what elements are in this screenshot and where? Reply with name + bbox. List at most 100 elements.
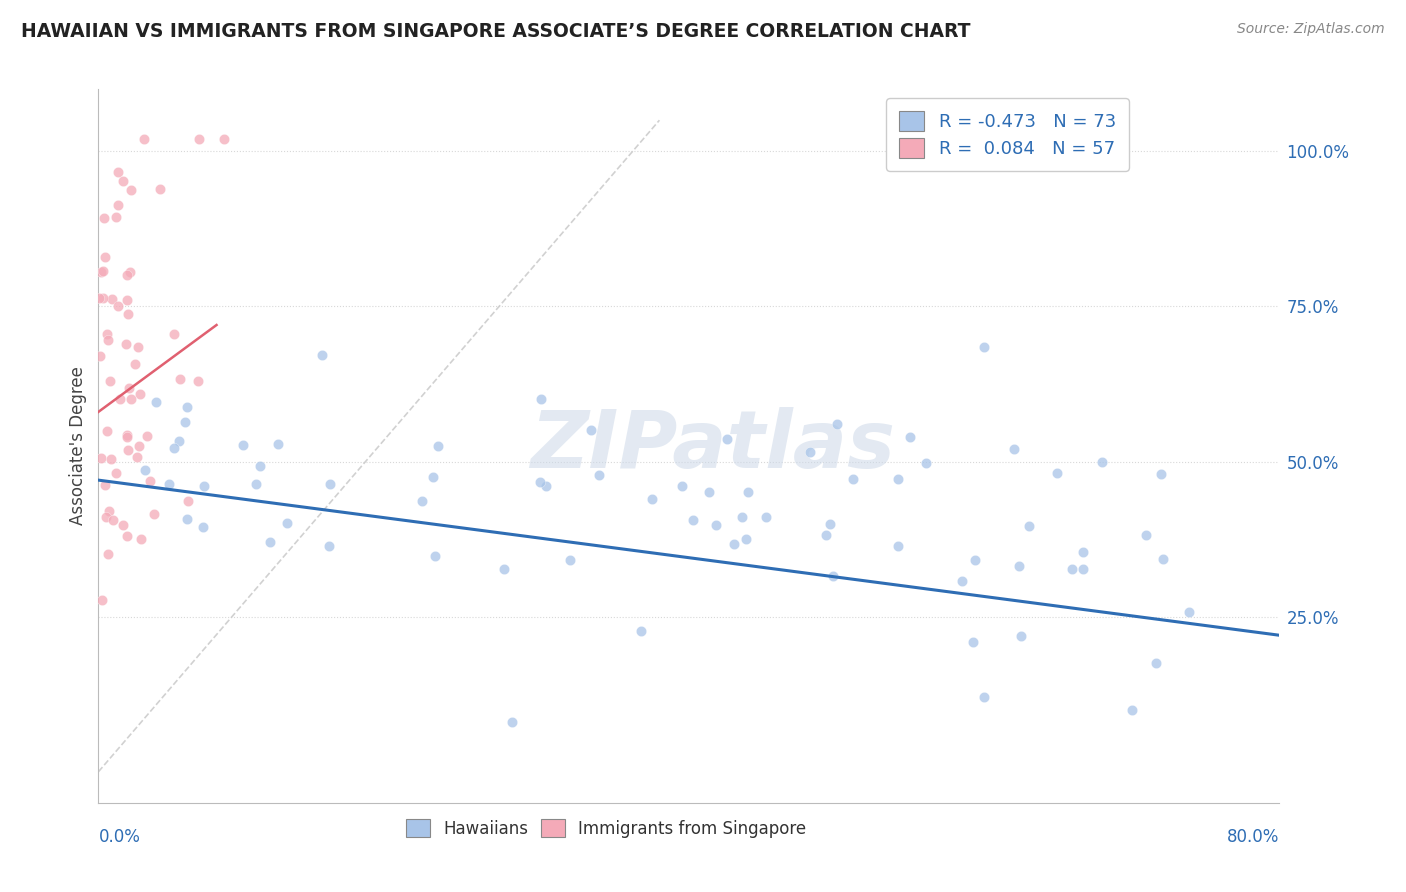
Point [588, 468, 610, 483]
Point [90, 265, 112, 279]
Point [128, 439, 150, 453]
Point [318, 539, 340, 553]
Point [96, 424, 118, 438]
Point [1071, 545, 1094, 559]
Point [963, 553, 986, 567]
Point [103, 513, 125, 527]
Point [962, 634, 984, 648]
Point [98, 504, 121, 518]
Point [950, 574, 973, 588]
Point [118, 381, 141, 395]
Point [259, 534, 281, 549]
Point [91, 291, 114, 305]
Point [276, 516, 298, 530]
Point [127, 450, 149, 464]
Point [1150, 467, 1173, 481]
Point [494, 562, 516, 576]
Point [157, 476, 180, 491]
Point [115, 529, 138, 543]
Point [697, 484, 720, 499]
Point [423, 549, 446, 563]
Point [914, 456, 936, 470]
Point [117, 427, 139, 442]
Point [90, 450, 112, 465]
Point [104, 466, 127, 480]
Point [422, 470, 444, 484]
Point [818, 516, 841, 531]
Point [149, 182, 172, 196]
Point [120, 183, 142, 197]
Point [579, 423, 602, 437]
Point [1002, 442, 1025, 456]
Point [1060, 562, 1083, 576]
Point [1018, 519, 1040, 533]
Point [139, 474, 162, 488]
Point [501, 715, 523, 730]
Point [755, 510, 778, 524]
Point [427, 439, 450, 453]
Point [311, 348, 333, 362]
Point [177, 494, 200, 508]
Point [176, 512, 198, 526]
Point [89, 349, 111, 363]
Text: 0.0%: 0.0% [98, 828, 141, 846]
Point [1071, 561, 1094, 575]
Point [530, 392, 553, 407]
Point [814, 528, 837, 542]
Point [245, 477, 267, 491]
Point [1046, 467, 1069, 481]
Point [124, 357, 146, 371]
Point [212, 132, 235, 146]
Point [108, 392, 131, 407]
Point [96, 510, 118, 524]
Point [560, 552, 582, 566]
Point [128, 340, 150, 354]
Point [319, 476, 342, 491]
Point [176, 400, 198, 414]
Text: HAWAIIAN VS IMMIGRANTS FROM SINGAPORE ASSOCIATE’S DEGREE CORRELATION CHART: HAWAIIAN VS IMMIGRANTS FROM SINGAPORE AS… [21, 22, 970, 41]
Point [731, 509, 754, 524]
Point [111, 174, 134, 188]
Point [823, 569, 845, 583]
Point [1008, 558, 1031, 573]
Point [900, 430, 922, 444]
Point [101, 293, 124, 307]
Point [120, 392, 142, 406]
Legend: Hawaiians, Immigrants from Singapore: Hawaiians, Immigrants from Singapore [399, 813, 813, 845]
Point [716, 432, 738, 446]
Point [704, 518, 727, 533]
Point [1091, 454, 1114, 468]
Point [115, 268, 138, 282]
Point [96, 327, 118, 342]
Point [145, 395, 167, 409]
Point [187, 132, 209, 146]
Point [94, 250, 117, 264]
Point [640, 492, 662, 507]
Point [682, 513, 704, 527]
Point [97, 547, 120, 561]
Point [1177, 605, 1199, 619]
Point [112, 517, 135, 532]
Point [534, 479, 557, 493]
Point [1144, 657, 1167, 671]
Point [1121, 703, 1143, 717]
Point [142, 507, 165, 521]
Text: Source: ZipAtlas.com: Source: ZipAtlas.com [1237, 22, 1385, 37]
Point [249, 459, 271, 474]
Point [100, 374, 122, 388]
Point [191, 520, 214, 534]
Point [267, 437, 290, 451]
Point [169, 371, 191, 385]
Point [107, 299, 129, 313]
Point [529, 475, 551, 489]
Point [128, 387, 150, 401]
Point [97, 333, 120, 347]
Point [93, 211, 115, 225]
Point [630, 624, 652, 639]
Point [735, 532, 758, 546]
Point [117, 308, 139, 322]
Point [723, 537, 745, 551]
Point [1010, 629, 1032, 643]
Point [163, 327, 186, 342]
Point [886, 539, 908, 553]
